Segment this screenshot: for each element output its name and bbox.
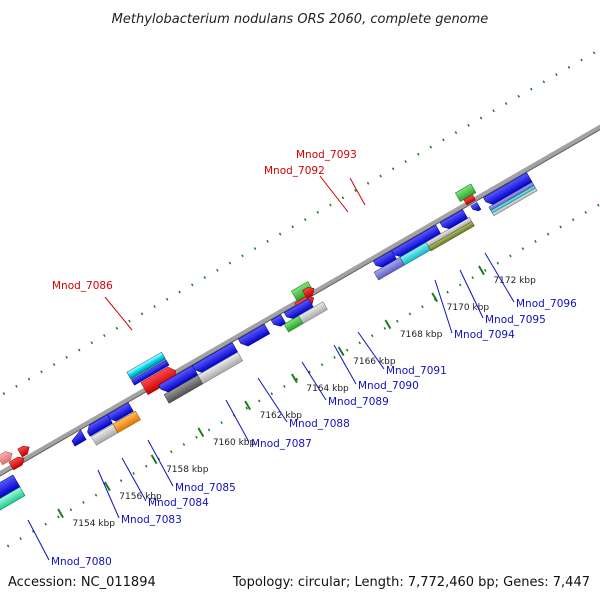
gene-box[interactable] (131, 359, 170, 386)
callout-line (459, 269, 484, 319)
tick-label: 7164 kbp (306, 384, 349, 394)
gene-arrow[interactable] (69, 429, 87, 447)
gene-label[interactable]: Mnod_7084 (148, 497, 209, 509)
tick-mark (337, 346, 345, 357)
tick-mark (57, 508, 64, 519)
callout-line (147, 439, 174, 487)
genome-band: 7154 kbp 7156 kbp 7158 kbp 7160 kbp 7162 kbp… (0, 30, 600, 570)
tick-label: 7160 kbp (213, 438, 256, 448)
tick-label: 7170 kbp (447, 303, 490, 313)
tick-label: 7158 kbp (166, 465, 209, 475)
gene-arrow[interactable] (439, 209, 468, 232)
gene-box[interactable] (0, 486, 26, 517)
callout-line (225, 399, 250, 443)
gene-box[interactable] (112, 410, 141, 434)
callout-line (121, 457, 147, 502)
callout-line (319, 175, 349, 213)
forward-genes (0, 183, 477, 471)
genome-summary-text: Topology: circular; Length: 7,772,460 bp… (232, 575, 590, 590)
reverse-guide-line (0, 146, 600, 570)
gene-label[interactable]: Mnod_7092 (264, 165, 325, 177)
gene-label[interactable]: Mnod_7086 (52, 280, 113, 292)
gene-labels: Mnod_7093 Mnod_7092 Mnod_7086 Mnod_7096 Mnod… (27, 149, 577, 568)
gene-box[interactable] (463, 194, 476, 206)
gene-box[interactable] (492, 187, 538, 217)
gene-arrow[interactable] (237, 323, 271, 349)
gene-label[interactable]: Mnod_7096 (516, 298, 577, 310)
gene-arrow[interactable] (470, 202, 482, 212)
gene-box[interactable] (126, 351, 166, 380)
gene-label[interactable]: Mnod_7088 (289, 418, 350, 430)
tick-marks: 7154 kbp 7156 kbp 7158 kbp 7160 kbp 7162 kbp… (57, 265, 536, 529)
callout-line (357, 331, 385, 370)
tick-mark (384, 319, 392, 330)
tick-label: 7156 kbp (119, 492, 162, 502)
reverse-genes (0, 172, 538, 517)
gene-label[interactable]: Mnod_7093 (296, 149, 357, 161)
tick-label: 7162 kbp (260, 411, 303, 421)
tick-mark (150, 454, 158, 465)
gene-label[interactable]: Mnod_7087 (251, 438, 312, 450)
gene-arrow[interactable] (270, 314, 287, 329)
gene-box[interactable] (298, 301, 328, 324)
gene-arrow[interactable] (8, 455, 26, 471)
gene-label[interactable]: Mnod_7085 (175, 482, 236, 494)
map-title: Methylobacterium nodulans ORS 2060, comp… (112, 12, 489, 27)
forward-guide-line (0, 30, 600, 454)
tick-mark (478, 265, 485, 276)
gene-arrow[interactable] (85, 414, 113, 437)
gene-arrow[interactable] (302, 285, 317, 299)
gene-box[interactable] (428, 221, 475, 252)
tick-label: 7166 kbp (353, 357, 396, 367)
gene-label[interactable]: Mnod_7094 (454, 329, 515, 341)
tick-mark (197, 427, 205, 438)
callout-line (104, 296, 133, 331)
tick-mark (431, 292, 439, 303)
tick-label: 7154 kbp (73, 519, 116, 529)
callout-line (27, 519, 50, 561)
callout-line (257, 377, 288, 423)
callout-line (434, 279, 453, 334)
accession-text: Accession: NC_011894 (8, 575, 156, 590)
tick-label: 7168 kbp (400, 330, 443, 340)
gene-label[interactable]: Mnod_7083 (121, 514, 182, 526)
callout-line (97, 469, 120, 519)
gene-label[interactable]: Mnod_7090 (358, 380, 419, 392)
callout-line (301, 361, 327, 401)
gene-box[interactable] (197, 351, 244, 385)
gene-arrow[interactable] (107, 402, 134, 424)
gene-label[interactable]: Mnod_7080 (51, 556, 112, 568)
gene-label[interactable]: Mnod_7095 (485, 314, 546, 326)
tick-mark (103, 481, 111, 492)
tick-mark (291, 373, 298, 384)
gene-arrow[interactable] (17, 444, 32, 458)
gene-arrow[interactable] (0, 449, 15, 466)
gene-arrow[interactable] (140, 365, 179, 396)
callout-line (484, 252, 515, 303)
callout-line (349, 177, 366, 206)
gene-label[interactable]: Mnod_7091 (386, 365, 447, 377)
tick-label: 7172 kbp (493, 276, 536, 286)
tick-mark (244, 400, 251, 411)
gene-label[interactable]: Mnod_7089 (328, 396, 389, 408)
callout-line (333, 344, 357, 385)
